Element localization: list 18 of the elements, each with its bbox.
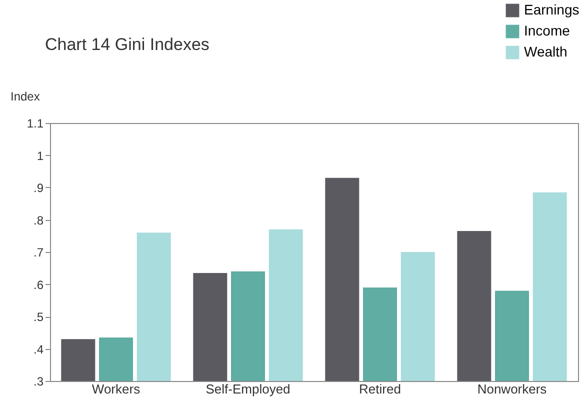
x-tick-label: Retired (359, 382, 401, 396)
y-tick-label: .6 (33, 278, 44, 292)
y-tick-label: .7 (33, 246, 44, 260)
y-tick-label: .8 (33, 213, 44, 228)
x-tick-label: Self-Employed (206, 382, 290, 396)
y-axis-title: Index (10, 90, 40, 104)
legend-label: Earnings (524, 2, 580, 18)
chart-title: Chart 14 Gini Indexes (45, 35, 210, 54)
y-tick-label: 1 (36, 148, 44, 163)
x-tick-label: Workers (92, 382, 141, 396)
y-tick-label: 1.1 (26, 116, 44, 130)
y-tick-label: .4 (33, 342, 44, 356)
y-tick-label: .3 (33, 374, 44, 388)
legend-label: Income (524, 22, 570, 38)
y-tick-label: .9 (33, 181, 44, 195)
x-tick-label: Nonworkers (477, 382, 548, 396)
legend-label: Wealth (524, 44, 568, 60)
y-tick-label: .5 (33, 310, 44, 324)
